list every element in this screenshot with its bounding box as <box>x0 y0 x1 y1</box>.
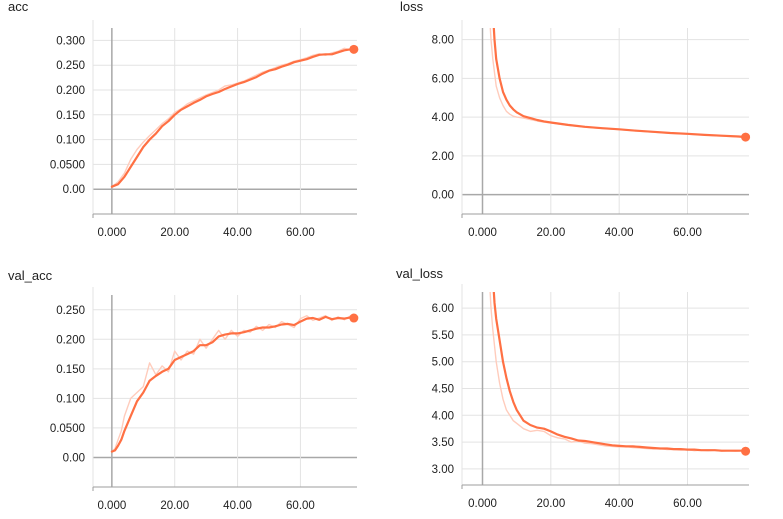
chart-svg: 3.00 3.50 4.00 4.50 5.00 5.50 6.00 0.000 20.00 40… <box>432 284 751 510</box>
series-group <box>110 47 355 188</box>
last-point-marker <box>349 44 359 54</box>
y-tick-label: 3.50 <box>432 437 454 449</box>
y-tick-label: 0.00 <box>63 184 85 196</box>
y-tick-label: 5.00 <box>432 357 454 369</box>
y-tick-label: 5.50 <box>432 330 454 342</box>
y-tick-label: 0.100 <box>56 135 85 147</box>
y-tick-label: 0.00 <box>63 452 85 464</box>
chart-svg: 0.00 0.0500 0.100 0.150 0.200 0.250 0.000 20.00… <box>50 287 359 512</box>
chart-svg: 0.00 0.0500 0.100 0.150 0.200 0.250 0.300 0.000… <box>50 20 359 239</box>
chart-title: val_acc <box>8 268 53 283</box>
series-group <box>110 315 355 453</box>
y-tick-label: 4.50 <box>432 384 454 396</box>
x-tick-label: 0.000 <box>97 227 126 239</box>
y-tick-label: 0.300 <box>56 35 85 47</box>
chart-svg: 0.00 2.00 4.00 6.00 8.00 0.000 20.00 40.00 60.00 <box>432 20 751 239</box>
x-tick-label: 60.00 <box>673 498 702 510</box>
y-tick-label: 2.00 <box>432 151 454 163</box>
y-tick-label: 0.200 <box>56 85 85 97</box>
series-group <box>489 292 747 453</box>
series-group <box>489 28 747 139</box>
y-tick-label: 0.150 <box>56 364 85 376</box>
chart-title: val_loss <box>396 266 443 281</box>
smoothed-series-line <box>110 315 355 453</box>
y-tick-label: 0.0500 <box>50 159 85 171</box>
x-tick-label: 20.00 <box>536 498 565 510</box>
x-tick-label: 0.000 <box>468 498 497 510</box>
chart-panel-acc: acc 0.00 0.0500 0.100 0.150 0.200 0.250 0.300 0… <box>0 0 392 250</box>
x-tick-label: 20.00 <box>536 227 565 239</box>
y-tick-label: 6.00 <box>432 303 454 315</box>
y-tick-label: 0.200 <box>56 334 85 346</box>
chart-panel-loss: loss 0.00 2.00 4.00 6.00 8.00 0.000 20.00 40.00… <box>392 0 783 250</box>
x-tick-label: 0.000 <box>468 227 497 239</box>
raw-series-line <box>489 292 747 452</box>
smoothed-series-line <box>492 292 747 453</box>
raw-series-line <box>111 47 355 188</box>
smoothed-series-line <box>492 28 747 139</box>
last-point-marker <box>741 446 751 456</box>
y-tick-label: 6.00 <box>432 73 454 85</box>
chart-title: acc <box>8 0 29 14</box>
y-tick-label: 0.150 <box>56 110 85 122</box>
x-tick-label: 20.00 <box>160 227 189 239</box>
x-tick-label: 40.00 <box>605 227 634 239</box>
y-tick-label: 3.00 <box>432 464 454 476</box>
chart-panel-val-acc: val_acc 0.00 0.0500 0.100 0.150 0.200 0.250 0.… <box>0 262 392 519</box>
smoothed-series-line <box>110 48 355 188</box>
y-tick-label: 0.00 <box>432 190 454 202</box>
y-tick-label: 8.00 <box>432 35 454 47</box>
y-tick-label: 4.00 <box>432 410 454 422</box>
chart-title: loss <box>400 0 424 14</box>
x-tick-label: 40.00 <box>223 227 252 239</box>
x-tick-label: 40.00 <box>223 500 252 512</box>
y-tick-label: 4.00 <box>432 112 454 124</box>
x-tick-label: 40.00 <box>605 498 634 510</box>
x-tick-label: 60.00 <box>286 500 315 512</box>
x-tick-label: 20.00 <box>160 500 189 512</box>
x-tick-label: 60.00 <box>673 227 702 239</box>
y-tick-label: 0.250 <box>56 60 85 72</box>
last-point-marker <box>349 313 359 323</box>
y-tick-label: 0.250 <box>56 305 85 317</box>
x-tick-label: 0.000 <box>97 500 126 512</box>
y-tick-label: 0.100 <box>56 393 85 405</box>
x-tick-label: 60.00 <box>286 227 315 239</box>
y-tick-label: 0.0500 <box>50 423 85 435</box>
chart-panel-val-loss: val_loss 3.00 3.50 4.00 4.50 5.00 5.50 6.00 0.0… <box>392 262 783 519</box>
last-point-marker <box>741 132 751 142</box>
